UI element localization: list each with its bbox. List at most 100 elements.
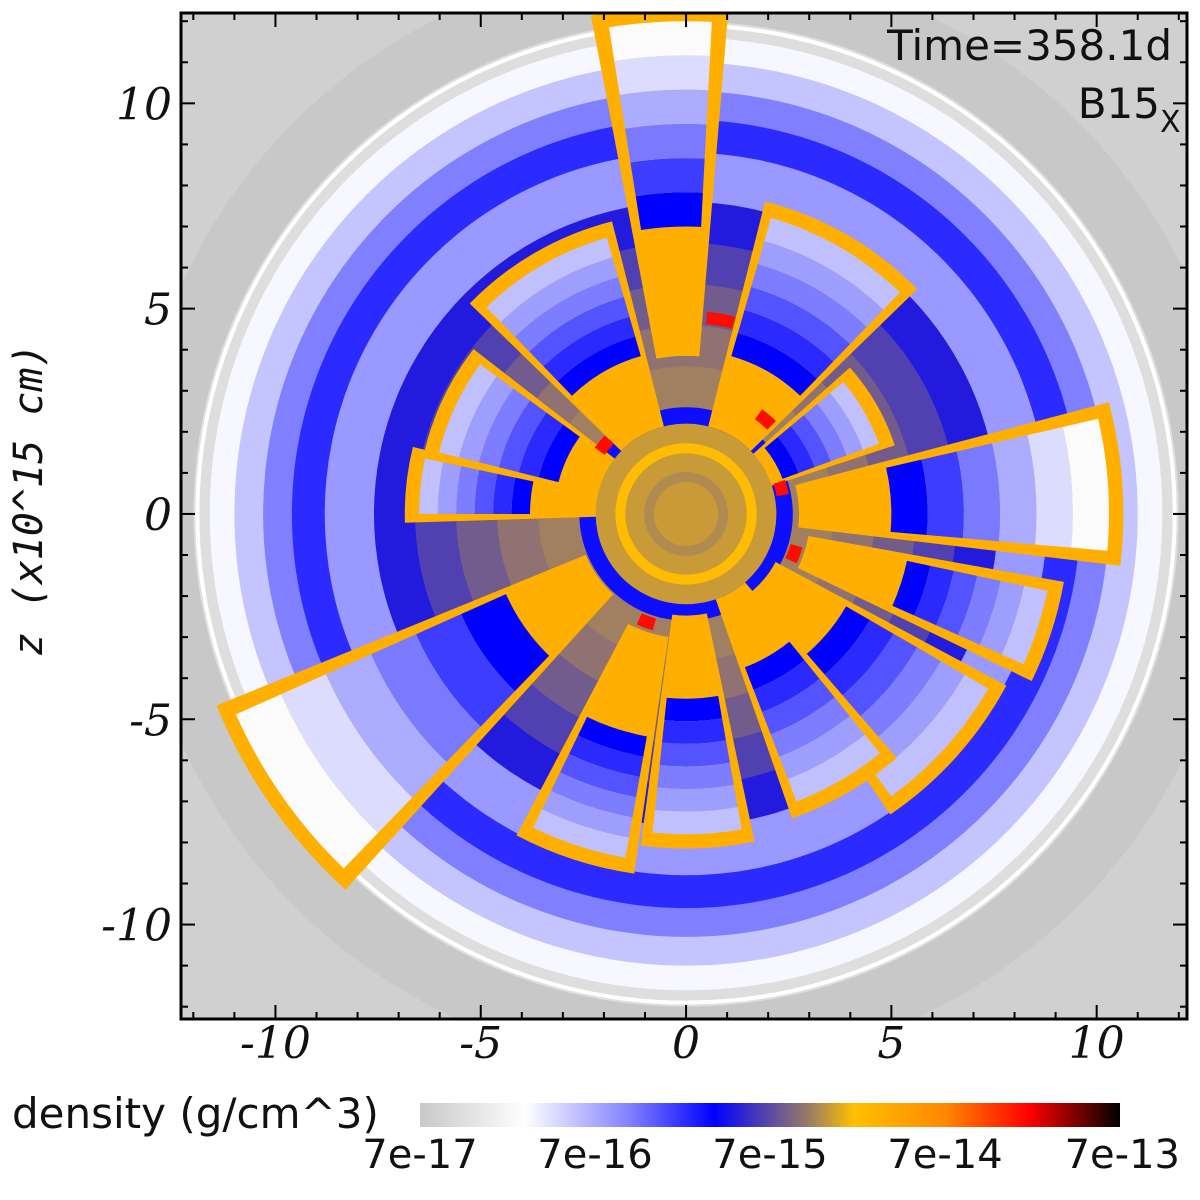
clump-plume: [1062, 418, 1109, 551]
clump-plume: [500, 257, 619, 337]
x-tick-label: 0: [672, 1018, 700, 1069]
x-tick-label: -10: [240, 1018, 311, 1069]
model-subscript: X: [1160, 105, 1181, 140]
colorbar-label: density (g/cm^3): [12, 1089, 379, 1138]
clump-plume: [817, 392, 863, 456]
model-name: B15: [1078, 79, 1160, 128]
clump-plume: [764, 436, 799, 479]
clump-plume: [770, 697, 850, 757]
central-core-ring: [644, 471, 729, 556]
clump-plume: [886, 459, 928, 536]
dense-filament: [754, 409, 776, 430]
x-tick-label: 10: [1069, 1018, 1125, 1069]
clump-plume: [458, 376, 514, 463]
clump-plume: [764, 217, 900, 310]
clump-plume: [662, 718, 726, 744]
clump-plume: [804, 403, 847, 462]
clump-plume: [664, 695, 723, 722]
clump-plume: [1001, 585, 1048, 665]
clump-plume: [790, 414, 831, 468]
clump-plume: [439, 364, 497, 458]
clump-plume: [875, 674, 989, 797]
clump-plume: [777, 425, 815, 473]
clump-plume: [419, 458, 444, 514]
clump-plume: [751, 263, 867, 345]
y-axis-title: z (x10^15 cm): [6, 343, 52, 656]
clump-plume: [456, 466, 480, 514]
clump-plume: [518, 412, 564, 478]
clump-plume: [474, 469, 498, 514]
clump-plume: [370, 634, 481, 763]
y-tick-label: 5: [144, 285, 172, 336]
y-tick-label: -10: [101, 901, 172, 952]
colorbar-tick-label: 7e-13: [1065, 1132, 1180, 1178]
colorbar-tick-label: 7e-14: [887, 1132, 1002, 1178]
dense-filament: [706, 311, 736, 329]
clump-plume: [619, 89, 709, 129]
clump-plume: [787, 734, 880, 802]
clump-plume: [614, 55, 711, 95]
clump-plume: [493, 473, 516, 514]
clump-plume: [744, 641, 805, 690]
clump-plume: [478, 388, 530, 468]
clump-plume: [578, 716, 647, 757]
clump-plume: [737, 310, 834, 379]
colorbar-ticks: 7e-17 7e-16 7e-15 7e-14 7e-13: [362, 1132, 1180, 1178]
clump-plume: [533, 809, 630, 858]
colorbar: [420, 1103, 1120, 1127]
clump-plume: [325, 654, 447, 798]
clump-plume: [659, 740, 730, 767]
clump-plume: [514, 277, 624, 352]
clump-plume: [460, 594, 550, 692]
density-field: [181, 13, 1187, 1019]
clump-plume: [235, 694, 378, 869]
clump-plume: [921, 451, 964, 539]
clump-plume: [731, 333, 817, 396]
clump-plume: [486, 237, 613, 322]
clump-plume: [657, 762, 734, 790]
colorbar-tick-label: 7e-16: [537, 1132, 652, 1178]
central-core-ring: [615, 443, 757, 585]
clump-plume: [635, 192, 703, 231]
clump-plume: [753, 660, 820, 713]
clump-plume: [958, 575, 1001, 645]
dense-filament: [773, 479, 789, 497]
clump-plume: [830, 381, 879, 450]
y-tick-label: 10: [116, 79, 172, 130]
model-annotation: B15: [1078, 79, 1160, 128]
clump-plume: [654, 784, 738, 812]
dense-filament: [636, 613, 657, 631]
clump-plume: [543, 316, 636, 382]
clump-plume: [914, 565, 954, 626]
clump-plume: [956, 443, 1001, 542]
clump-plume: [511, 477, 534, 514]
clump-plume: [498, 400, 547, 473]
clump-plume: [630, 158, 705, 197]
plot-frame: [179, 11, 1189, 1021]
clump-plume: [757, 240, 884, 327]
x-tick-label: -5: [459, 1018, 502, 1069]
time-annotation: Time=358.1d: [886, 21, 1172, 70]
clump-plume: [979, 580, 1025, 655]
y-tick-label: -5: [129, 695, 172, 746]
clump-plume: [625, 123, 707, 163]
clump-plume: [538, 424, 580, 483]
clump-plume: [542, 790, 633, 838]
clump-plume: [437, 462, 462, 514]
y-tick-label: 0: [144, 490, 172, 541]
clump-plume: [762, 678, 835, 735]
clump-plume: [529, 296, 630, 367]
clump-plume: [560, 753, 640, 798]
clump-plume: [280, 674, 413, 833]
clump-plume: [936, 570, 978, 636]
axis-ticks: -10 -5 0 5 10 10 5 0 -5 -10: [101, 13, 1187, 1069]
dense-filament: [785, 543, 803, 564]
colorbar-tick-label: 7e-17: [362, 1132, 477, 1178]
clump-plume: [557, 336, 641, 396]
x-tick-label: 5: [877, 1018, 905, 1069]
clump-plume: [992, 435, 1037, 545]
clump-plume: [744, 286, 851, 362]
dense-filament: [594, 435, 614, 455]
clump-plume: [652, 807, 742, 835]
